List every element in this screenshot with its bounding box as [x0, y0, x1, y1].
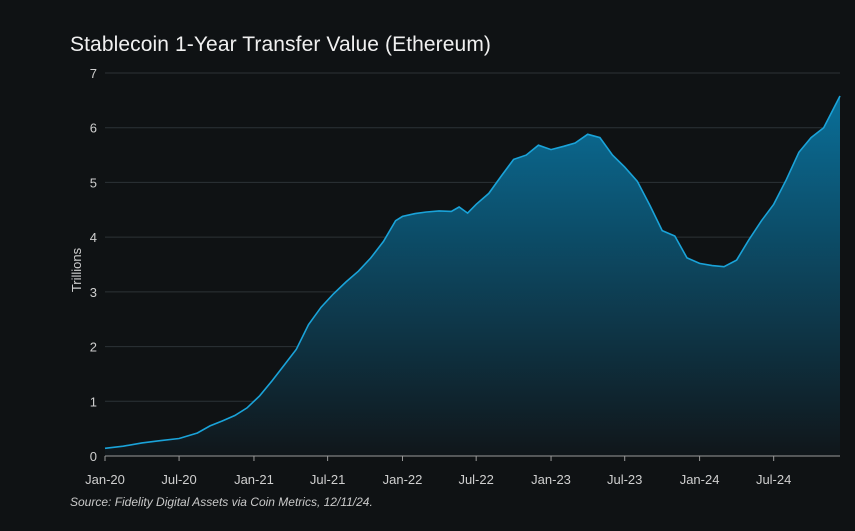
area-series — [104, 95, 841, 456]
x-tick-label: Jul-21 — [310, 472, 345, 487]
x-tick-label: Jan-23 — [531, 472, 571, 487]
y-tick-label: 5 — [90, 175, 97, 190]
y-tick-label: 2 — [90, 340, 97, 355]
x-tick-label: Jan-24 — [680, 472, 720, 487]
y-tick-label: 0 — [90, 449, 97, 464]
x-tick-label: Jul-23 — [607, 472, 642, 487]
x-tick-label: Jul-24 — [756, 472, 791, 487]
y-tick-label: 6 — [90, 121, 97, 136]
y-tick-label: 3 — [90, 285, 97, 300]
chart-title: Stablecoin 1-Year Transfer Value (Ethere… — [70, 33, 492, 56]
x-tick-label: Jan-22 — [383, 472, 423, 487]
y-axis-label: Trillions — [69, 247, 84, 292]
source-note: Source: Fidelity Digital Assets via Coin… — [70, 495, 373, 509]
y-axis: 0 1 2 3 4 5 6 7 — [90, 66, 97, 464]
x-tick-label: Jan-20 — [85, 472, 125, 487]
area-fill — [105, 96, 840, 456]
x-tick-label: Jan-21 — [234, 472, 274, 487]
y-tick-label: 4 — [90, 230, 97, 245]
x-axis: Jan-20 Jul-20 Jan-21 Jul-21 Jan-22 Jul-22 Jan-… — [85, 455, 840, 487]
y-tick-label: 7 — [90, 66, 97, 81]
x-tick-label: Jul-20 — [161, 472, 196, 487]
x-tick-label: Jul-22 — [458, 472, 493, 487]
series-line — [104, 95, 841, 450]
y-tick-label: 1 — [90, 394, 97, 409]
